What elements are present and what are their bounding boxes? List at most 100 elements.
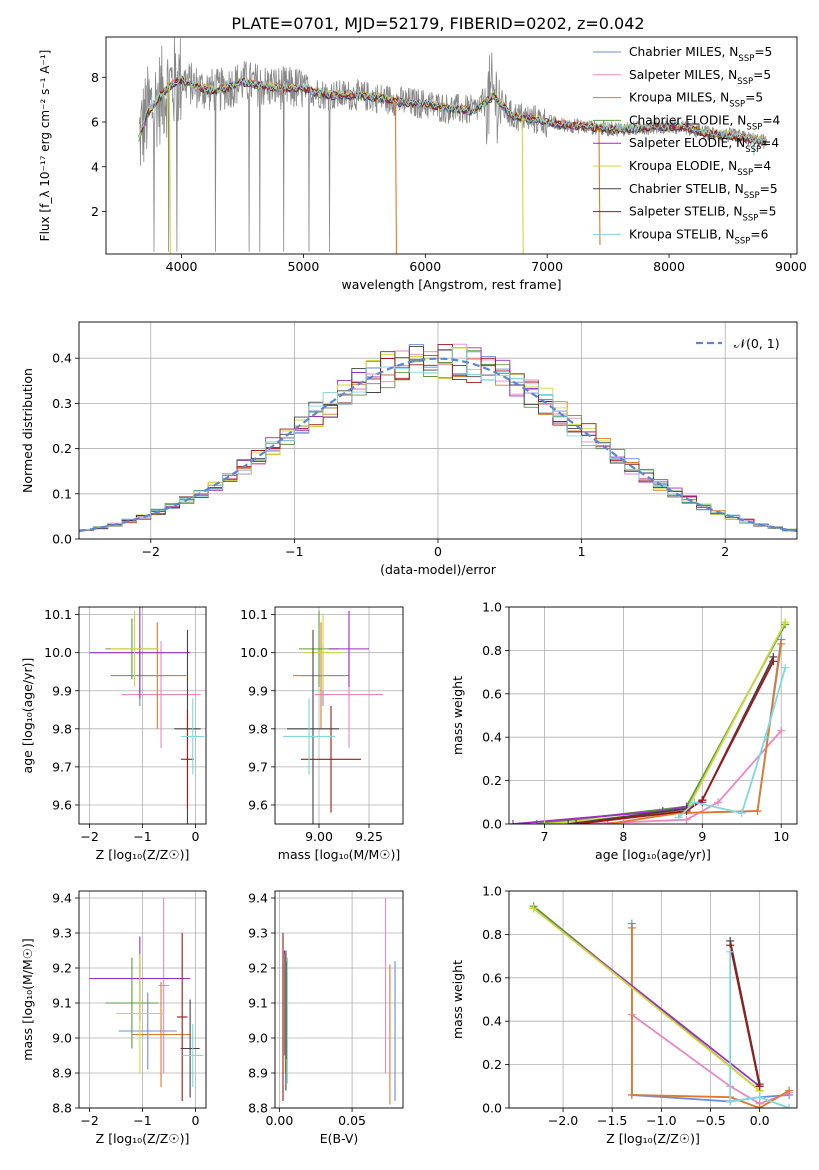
axes-mass-vs-Z: −2 −1 0 8.8 8.9 9.0 9.1 9.2 9.3 9.4 Z [log₁₀(Z/Z☉)…: [20, 891, 207, 1146]
x-axis-label: mass [log₁₀(M/M☉)]: [278, 847, 400, 862]
y-tick-label: 2: [91, 204, 99, 219]
axes-massweight-vs-age: 7 8 9 10 0.0 0.2 0.4 0.6 0.8 1.0 age [log₁₀(age/yr…: [450, 600, 798, 862]
weight-marker: [627, 1090, 636, 1099]
gridlines: [509, 606, 797, 825]
x-tick-label: 10: [773, 829, 789, 844]
plot-area: [89, 898, 204, 1101]
x-axis-label: age [log₁₀(age/yr)]: [595, 847, 711, 862]
legend-label-chabrier-elodie: Chabrier ELODIE, NSSP=4: [629, 113, 781, 132]
axes-age-vs-Z: −2 −1 0 9.6 9.7 9.8 9.9 10.0 10.1 Z [log₁₀(Z/Z☉)]…: [20, 606, 207, 862]
axes-frame: [274, 606, 404, 825]
weight-marker: [627, 923, 636, 932]
spectrum-drop: [394, 100, 397, 254]
errorbar-kroupa-stelib: [181, 698, 205, 775]
errorbar-salpeter-miles: [121, 641, 201, 748]
errorbar-kroupa-miles: [131, 982, 191, 1087]
residual-hist-kroupa-stelib: [79, 347, 797, 534]
weight-marker: [781, 618, 790, 627]
weight-marker: [529, 904, 538, 913]
x-tick-label: −1: [285, 544, 303, 559]
x-tick-label: 7: [541, 829, 549, 844]
axes-frame: [105, 36, 798, 255]
axes-age-vs-mass: 9.00 9.25 9.6 9.7 9.8 9.9 10.0 10.1 mass [log₁₀(…: [240, 606, 404, 862]
ticks: −2 −1 0 8.8 8.9 9.0 9.1 9.2 9.3 9.4: [52, 891, 199, 1129]
legend-label-normal: 𝒩(0, 1): [734, 336, 780, 351]
x-tick-label: 1: [578, 544, 586, 559]
axes-spectrum: 4000 5000 6000 7000 8000 9000 2 4 6 8 wavelength […: [38, 36, 807, 292]
weight-line-kroupa-elodie: [544, 621, 786, 824]
y-tick-label: 9.6: [248, 797, 268, 812]
weight-marker: [755, 1093, 764, 1102]
spectrum-drop: [752, 139, 755, 156]
weight-line-kroupa-elodie: [533, 907, 761, 1092]
weight-marker: [769, 657, 778, 666]
legend-label-salpeter-elodie: Salpeter ELODIE, NSSP=4: [629, 136, 779, 155]
x-tick-label: 9000: [775, 259, 807, 274]
x-tick-label: 0.00: [265, 1113, 293, 1128]
weight-marker: [564, 820, 573, 824]
y-tick-label: 9.6: [52, 797, 72, 812]
errorbar-chabrier-stelib: [287, 629, 339, 824]
axes-frame: [508, 606, 798, 825]
y-tick-label: 4: [91, 159, 99, 174]
weight-line-chabrier-miles: [536, 639, 783, 824]
y-tick-label: 1.0: [482, 884, 502, 899]
weight-marker: [572, 820, 581, 824]
weight-marker: [761, 733, 770, 742]
ticks: −2 −1 0 1 2 0.0 0.1 0.2 0.3 0.4: [52, 351, 729, 559]
weight-marker: [755, 1082, 764, 1091]
y-tick-label: 0.4: [52, 351, 72, 366]
x-axis-label: Z [log₁₀(Z/Z☉)]: [96, 847, 190, 862]
y-tick-label: 9.2: [248, 961, 268, 976]
plot-area: [529, 902, 794, 1108]
x-tick-label: 7000: [531, 259, 563, 274]
weight-marker: [785, 1104, 794, 1108]
y-axis-label: age [log₁₀(age/yr)]: [20, 658, 35, 774]
x-tick-label: 9: [698, 829, 706, 844]
axes-frame: [78, 606, 207, 825]
plot-area: [282, 898, 396, 1105]
y-tick-label: 0.2: [52, 441, 72, 456]
weight-marker: [726, 947, 735, 956]
errorbar-chabrier-elodie: [105, 957, 159, 1049]
x-tick-label: −1.5: [597, 1113, 627, 1128]
y-tick-label: 0.3: [52, 396, 72, 411]
x-tick-label: 5000: [288, 259, 320, 274]
legend-label-kroupa-miles: Kroupa MILES, NSSP=5: [629, 91, 763, 110]
weight-marker: [674, 813, 683, 822]
errorbar-salpeter-elodie: [89, 607, 191, 699]
x-tick-label: 0.0: [750, 1113, 770, 1128]
x-axis-label: E(B-V): [320, 1131, 359, 1146]
legend: 𝒩(0, 1): [696, 336, 780, 351]
y-tick-label: 0.2: [482, 773, 502, 788]
ticks: 9.00 9.25 9.6 9.7 9.8 9.9 10.0 10.1: [240, 607, 383, 844]
weight-line-kroupa-miles: [607, 643, 783, 824]
ticks: 7 8 9 10 0.0 0.2 0.4 0.6 0.8 1.0: [482, 600, 789, 845]
x-tick-label: 0: [191, 1113, 199, 1128]
y-tick-label: 9.4: [248, 891, 268, 906]
x-tick-label: 9.00: [305, 829, 333, 844]
x-axis-label: Z [log₁₀(Z/Z☉)]: [96, 1131, 190, 1146]
x-tick-label: −2: [80, 1113, 98, 1128]
weight-marker: [690, 798, 699, 807]
y-tick-label: 0.8: [482, 927, 502, 942]
y-tick-label: 10.0: [44, 645, 72, 660]
y-tick-label: 0.2: [482, 1057, 502, 1072]
y-tick-label: 9.4: [52, 891, 72, 906]
axes-frame: [78, 321, 798, 540]
y-tick-label: 9.1: [52, 996, 72, 1011]
y-tick-label: 9.0: [248, 1031, 268, 1046]
y-tick-label: 0.1: [52, 486, 72, 501]
weight-marker: [777, 726, 786, 735]
x-tick-label: 8: [619, 829, 627, 844]
errorbar-salpeter-stelib: [301, 705, 361, 813]
plot-area: [283, 610, 383, 824]
x-tick-label: 0: [434, 544, 442, 559]
errorbar-salpeter-elodie: [329, 610, 369, 687]
axes-frame: [508, 890, 798, 1109]
y-tick-label: 9.3: [52, 926, 72, 941]
y-tick-label: 9.9: [52, 683, 72, 698]
weight-marker: [755, 1104, 764, 1108]
weight-marker: [777, 639, 786, 648]
